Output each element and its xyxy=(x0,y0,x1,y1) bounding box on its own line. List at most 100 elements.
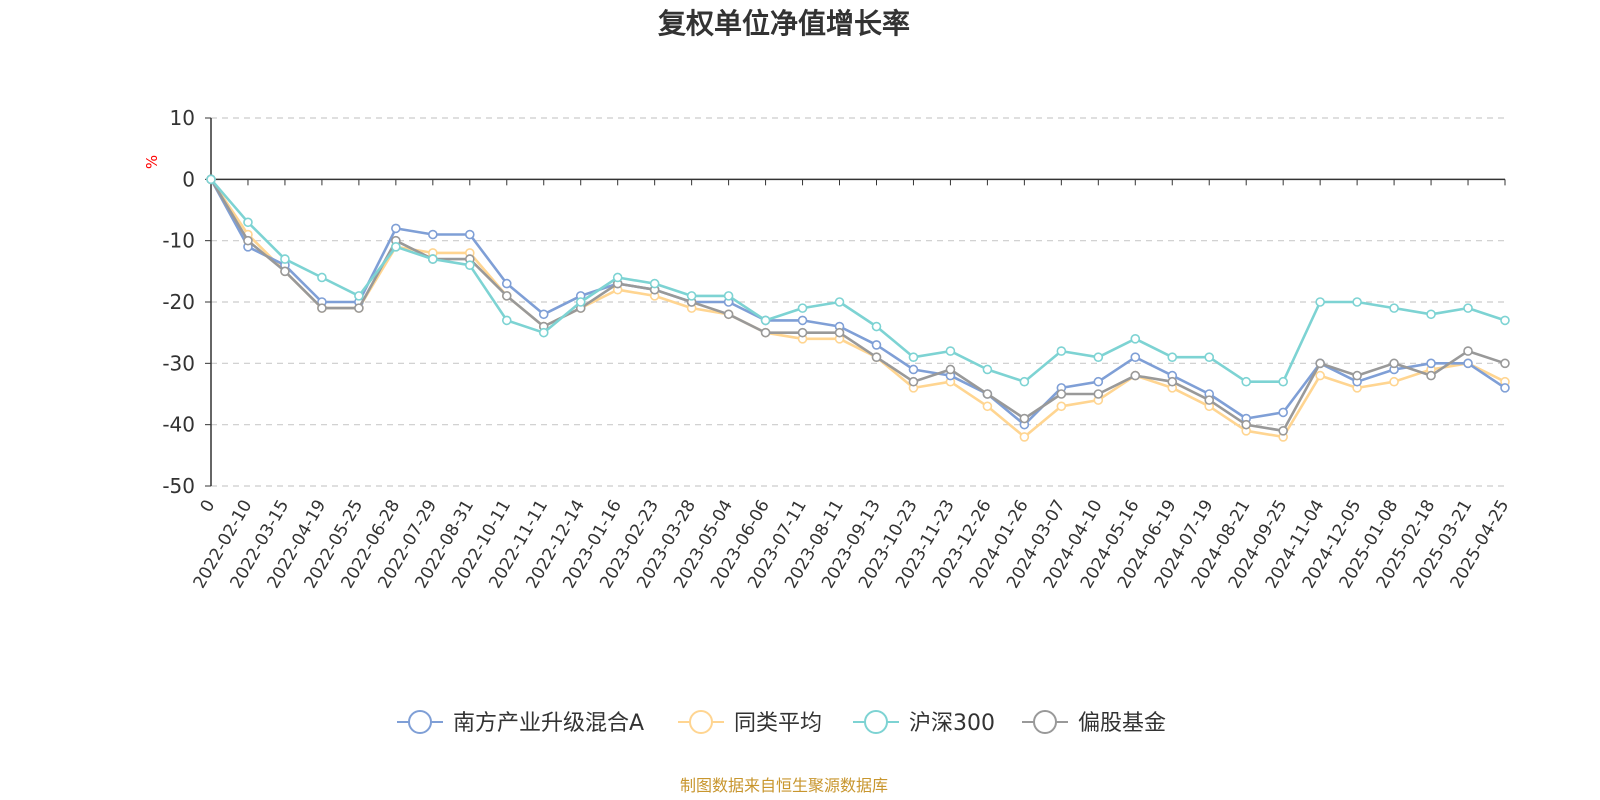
legend: 南方产业升级混合A 同类平均 沪深300 偏股基金 xyxy=(397,710,1166,736)
data-point xyxy=(1389,376,1399,387)
data-point xyxy=(1500,383,1510,393)
data-point xyxy=(1019,376,1030,387)
data-point xyxy=(428,229,438,240)
data-point xyxy=(1352,297,1362,307)
data-point xyxy=(464,229,475,240)
data-point xyxy=(834,327,845,338)
data-point xyxy=(908,364,919,375)
data-point xyxy=(649,278,660,289)
data-point xyxy=(945,364,956,375)
data-point xyxy=(428,254,438,264)
data-point xyxy=(1019,413,1030,424)
y-axis-unit: % xyxy=(143,155,161,169)
legend-marker xyxy=(408,710,432,734)
data-point xyxy=(982,401,993,412)
data-point xyxy=(464,260,475,271)
data-point xyxy=(797,303,808,313)
legend-item-label: 南方产业升级混合A xyxy=(453,711,644,736)
data-point xyxy=(908,376,919,387)
data-point xyxy=(1463,358,1473,369)
data-point xyxy=(243,217,253,228)
data-point xyxy=(280,254,290,264)
data-point xyxy=(1204,352,1215,363)
legend-marker xyxy=(1033,710,1057,734)
data-point xyxy=(1463,303,1473,313)
data-point xyxy=(1130,333,1141,344)
data-point xyxy=(1500,358,1510,369)
chart-title: 复权单位净值增长率 xyxy=(658,7,910,40)
data-point xyxy=(797,327,808,338)
data-point xyxy=(243,235,253,246)
data-point xyxy=(1019,432,1030,442)
data-point xyxy=(1426,370,1436,381)
y-tick-label: 0 xyxy=(182,167,195,191)
data-point xyxy=(575,297,586,307)
data-point xyxy=(1389,358,1399,369)
data-point xyxy=(1426,309,1436,320)
data-point xyxy=(723,309,734,320)
data-point xyxy=(1278,407,1288,418)
y-tick-label: -40 xyxy=(162,413,195,437)
data-point xyxy=(871,352,882,363)
data-point xyxy=(1278,376,1288,387)
data-point xyxy=(1167,352,1178,363)
data-point xyxy=(612,272,623,283)
data-point xyxy=(1056,401,1067,412)
data-point xyxy=(908,352,919,363)
data-point xyxy=(317,272,327,283)
data-point xyxy=(206,174,216,185)
data-point xyxy=(1204,395,1215,405)
data-point xyxy=(501,291,512,301)
data-point xyxy=(686,291,697,301)
data-point xyxy=(1352,370,1362,381)
data-point xyxy=(354,303,364,313)
data-point xyxy=(1241,376,1251,387)
data-point xyxy=(1093,389,1104,399)
data-point xyxy=(945,346,956,356)
data-point xyxy=(760,327,771,338)
data-point xyxy=(1278,425,1288,436)
data-point xyxy=(1130,370,1141,381)
data-point xyxy=(871,321,882,332)
data-point xyxy=(760,315,771,326)
legend-marker xyxy=(689,710,713,734)
data-point xyxy=(538,327,549,338)
series-line xyxy=(210,178,1506,384)
data-point xyxy=(1056,389,1067,399)
data-point xyxy=(501,315,512,326)
data-point xyxy=(391,242,401,252)
data-point xyxy=(317,303,327,313)
data-point xyxy=(1389,303,1399,313)
data-point xyxy=(797,315,808,326)
data-point xyxy=(354,291,364,301)
data-point xyxy=(982,389,993,399)
series-line xyxy=(209,178,1506,427)
legend-item-label: 沪深300 xyxy=(909,711,995,736)
data-point xyxy=(1167,376,1178,387)
data-point xyxy=(1315,297,1325,307)
y-tick-label: -30 xyxy=(162,351,195,375)
legend-marker xyxy=(864,710,888,734)
data-point xyxy=(1315,370,1325,381)
data-point xyxy=(834,297,845,307)
data-point xyxy=(723,291,734,301)
gridlines xyxy=(211,117,1505,487)
data-point xyxy=(280,266,290,277)
y-tick-label: -10 xyxy=(162,229,195,253)
data-point xyxy=(1093,352,1104,363)
y-tick-label: 10 xyxy=(170,106,195,130)
data-point xyxy=(1463,346,1473,356)
data-point xyxy=(1315,358,1325,369)
data-source-note: 制图数据来自恒生聚源数据库 xyxy=(680,776,888,795)
data-point xyxy=(1093,376,1104,387)
y-tick-label: -50 xyxy=(162,474,195,498)
data-point xyxy=(1426,358,1436,369)
data-point xyxy=(982,364,993,375)
data-point xyxy=(538,309,549,320)
y-axis: 10 0 -10 -20 -30 -40 -50 xyxy=(162,106,212,498)
y-tick-label: -20 xyxy=(162,290,195,314)
data-point xyxy=(501,278,512,289)
data-point xyxy=(1056,346,1067,356)
legend-item-label: 偏股基金 xyxy=(1078,711,1166,736)
